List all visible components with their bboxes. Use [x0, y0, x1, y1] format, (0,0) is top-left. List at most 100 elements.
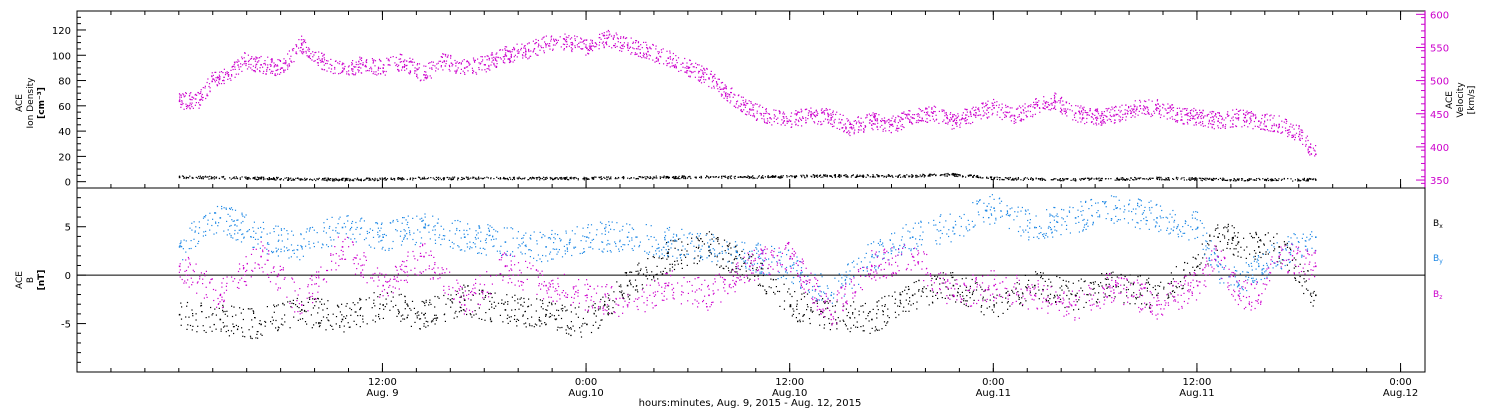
velocity-sample [1188, 113, 1189, 114]
velocity-sample [833, 120, 834, 121]
bfield-bx-sample [1227, 231, 1228, 232]
bfield-bx-sample [323, 316, 324, 317]
bfield-bx-sample [580, 332, 581, 333]
velocity-sample [379, 59, 380, 60]
bfield-bx-sample [570, 327, 571, 328]
velocity-sample [711, 71, 712, 72]
density-sample [917, 175, 918, 176]
velocity-sample [1267, 119, 1268, 120]
velocity-sample [623, 37, 624, 38]
velocity-sample [762, 107, 763, 108]
bfield-bx-sample [491, 304, 492, 305]
velocity-sample [920, 109, 921, 110]
velocity-sample [589, 50, 590, 51]
velocity-sample [1044, 105, 1045, 106]
velocity-sample [1054, 96, 1055, 97]
bfield-bx-sample [1068, 281, 1069, 282]
velocity-sample [910, 116, 911, 117]
velocity-tick-label: 450 [1430, 110, 1449, 121]
velocity-sample [993, 99, 994, 100]
bfield-bx-sample [728, 270, 729, 271]
velocity-sample [237, 62, 238, 63]
velocity-sample [933, 111, 934, 112]
velocity-sample [632, 47, 633, 48]
velocity-sample [927, 111, 928, 112]
density-sample [553, 179, 554, 180]
velocity-sample [681, 64, 682, 65]
velocity-sample [713, 80, 714, 81]
bfield-bx-sample [908, 286, 909, 287]
density-sample [829, 176, 830, 177]
velocity-sample [315, 60, 316, 61]
bfield-bx-sample [875, 326, 876, 327]
velocity-sample [698, 80, 699, 81]
velocity-point [729, 94, 731, 96]
velocity-sample [759, 106, 760, 107]
velocity-sample [678, 57, 679, 58]
velocity-sample [740, 110, 741, 111]
velocity-sample [895, 122, 896, 123]
velocity-sample [287, 65, 288, 66]
density-sample [488, 177, 489, 178]
velocity-sample [810, 116, 811, 117]
velocity-sample [1086, 118, 1087, 119]
velocity-sample [1210, 123, 1211, 124]
velocity-sample [590, 46, 591, 47]
velocity-sample [235, 77, 236, 78]
velocity-sample [808, 115, 809, 116]
velocity-sample [1210, 117, 1211, 118]
velocity-sample [962, 115, 963, 116]
density-sample [811, 176, 812, 177]
velocity-sample [959, 124, 960, 125]
velocity-sample [964, 118, 965, 119]
velocity-sample [590, 47, 591, 48]
velocity-sample [756, 119, 757, 120]
velocity-sample [821, 110, 822, 111]
velocity-sample [1217, 112, 1218, 113]
velocity-sample [749, 112, 750, 113]
velocity-sample [1122, 117, 1123, 118]
velocity-sample [566, 39, 567, 40]
bfield-bx-sample [1214, 236, 1215, 237]
velocity-sample [1105, 123, 1106, 124]
velocity-sample [672, 62, 673, 63]
velocity-sample [942, 121, 943, 122]
density-sample [1157, 179, 1158, 180]
velocity-sample [344, 68, 345, 69]
velocity-sample [186, 93, 187, 94]
velocity-sample [1230, 120, 1231, 121]
velocity-sample [982, 103, 983, 104]
velocity-sample [1102, 123, 1103, 124]
velocity-sample [599, 34, 600, 35]
density-sample [216, 177, 217, 178]
velocity-sample [918, 122, 919, 123]
density-sample [1151, 178, 1152, 179]
density-tick-label: 60 [58, 102, 71, 113]
density-sample [856, 176, 857, 177]
bfield-bx-sample [1053, 297, 1054, 298]
bfield-bx-sample [916, 308, 917, 309]
bfield-bx-sample [542, 303, 543, 304]
velocity-sample [1301, 135, 1302, 136]
bfield-bx-sample [784, 284, 785, 285]
velocity-sample [481, 69, 482, 70]
density-sample [259, 177, 260, 178]
density-sample [594, 176, 595, 177]
velocity-sample [1066, 112, 1067, 113]
bfield-bx-sample [1019, 297, 1020, 298]
velocity-sample [488, 66, 489, 67]
velocity-sample [1192, 116, 1193, 117]
velocity-sample [1019, 114, 1020, 115]
density-sample [1304, 178, 1305, 179]
density-sample [1202, 178, 1203, 179]
density-sample [278, 177, 279, 178]
velocity-sample [571, 44, 572, 45]
velocity-sample [1010, 107, 1011, 108]
velocity-sample [975, 115, 976, 116]
velocity-sample [1124, 114, 1125, 115]
density-sample [667, 176, 668, 177]
velocity-sample [473, 59, 474, 60]
bfield-tick-label: 5 [65, 223, 71, 234]
velocity-sample [745, 101, 746, 102]
bfield-bx-sample [1101, 273, 1102, 274]
